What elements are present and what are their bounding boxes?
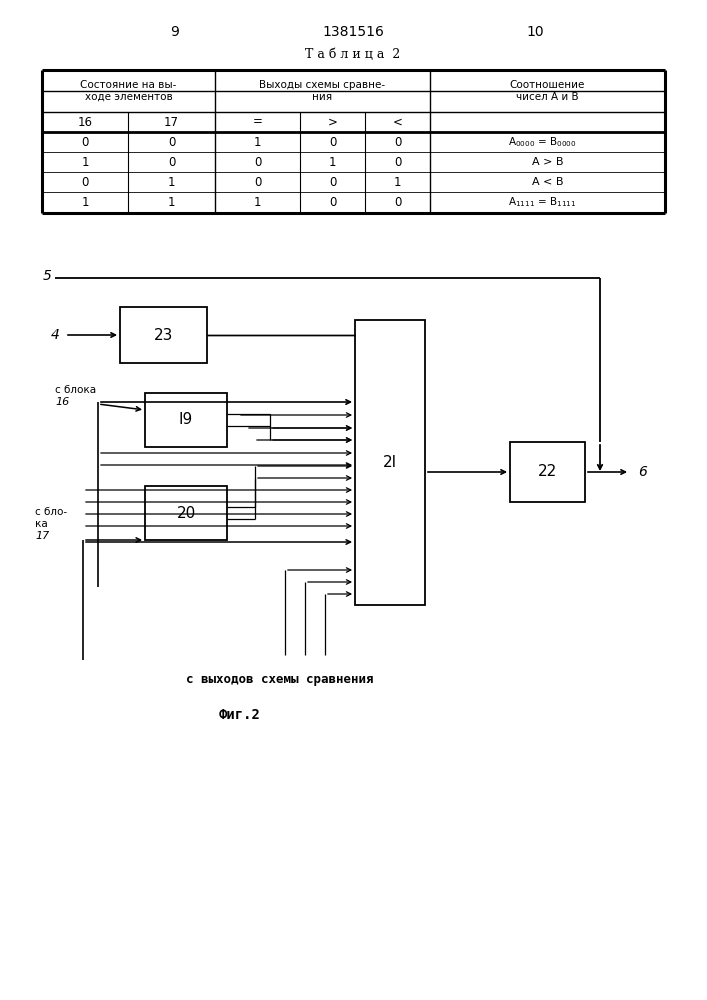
Text: 1: 1 — [254, 135, 262, 148]
Text: 20: 20 — [176, 506, 196, 520]
Text: <: < — [392, 115, 402, 128]
Text: 0: 0 — [81, 176, 88, 188]
Text: 2I: 2I — [383, 455, 397, 470]
Text: 1: 1 — [394, 176, 402, 188]
Text: 1: 1 — [329, 155, 337, 168]
Text: 0: 0 — [329, 196, 337, 209]
Text: A < B: A < B — [532, 177, 563, 187]
Text: 0: 0 — [81, 135, 88, 148]
Text: 1: 1 — [81, 155, 89, 168]
Text: 4: 4 — [51, 328, 59, 342]
Text: 0: 0 — [329, 135, 337, 148]
Text: 16: 16 — [55, 397, 69, 407]
Text: =: = — [252, 115, 262, 128]
Bar — [145, 393, 227, 447]
Text: 9: 9 — [170, 25, 180, 39]
Text: 1: 1 — [168, 176, 175, 188]
Text: 0: 0 — [394, 135, 401, 148]
Text: ка: ка — [35, 519, 48, 529]
Bar — [510, 442, 585, 502]
Text: Т а б л и ц а  2: Т а б л и ц а 2 — [305, 48, 401, 62]
Text: Выходы схемы сравне-
ния: Выходы схемы сравне- ния — [259, 80, 385, 102]
Text: 1: 1 — [254, 196, 262, 209]
Text: 17: 17 — [164, 115, 179, 128]
Text: 16: 16 — [78, 115, 93, 128]
Text: A$_{1111}$ = B$_{1111}$: A$_{1111}$ = B$_{1111}$ — [508, 196, 577, 209]
Text: 0: 0 — [168, 135, 175, 148]
Text: 22: 22 — [538, 464, 557, 480]
Text: A$_{0000}$ = B$_{0000}$: A$_{0000}$ = B$_{0000}$ — [508, 135, 577, 149]
Text: 0: 0 — [394, 155, 401, 168]
Text: 5: 5 — [42, 269, 52, 283]
Text: 1381516: 1381516 — [322, 25, 384, 39]
Text: 0: 0 — [254, 176, 261, 188]
Text: 10: 10 — [526, 25, 544, 39]
Text: с выходов схемы сравнения: с выходов схемы сравнения — [186, 674, 374, 686]
Text: 17: 17 — [35, 531, 49, 541]
Text: 1: 1 — [81, 196, 89, 209]
Text: Состояние на вы-
ходе элементов: Состояние на вы- ходе элементов — [81, 80, 177, 102]
Text: с бло-: с бло- — [35, 507, 67, 517]
Text: 23: 23 — [154, 328, 173, 342]
Text: 0: 0 — [168, 155, 175, 168]
Bar — [355, 320, 425, 605]
Text: с блока: с блока — [55, 385, 96, 395]
Text: 1: 1 — [168, 196, 175, 209]
Text: 0: 0 — [329, 176, 337, 188]
Text: 0: 0 — [254, 155, 261, 168]
Text: Фиг.2: Фиг.2 — [219, 708, 261, 722]
Text: >: > — [327, 115, 337, 128]
Text: I9: I9 — [179, 412, 193, 428]
Text: 0: 0 — [394, 196, 401, 209]
Bar — [145, 486, 227, 540]
Text: Соотношение
чисел А и В: Соотношение чисел А и В — [510, 80, 585, 102]
Text: A > B: A > B — [532, 157, 563, 167]
Bar — [120, 307, 207, 363]
Text: 6: 6 — [638, 465, 647, 479]
